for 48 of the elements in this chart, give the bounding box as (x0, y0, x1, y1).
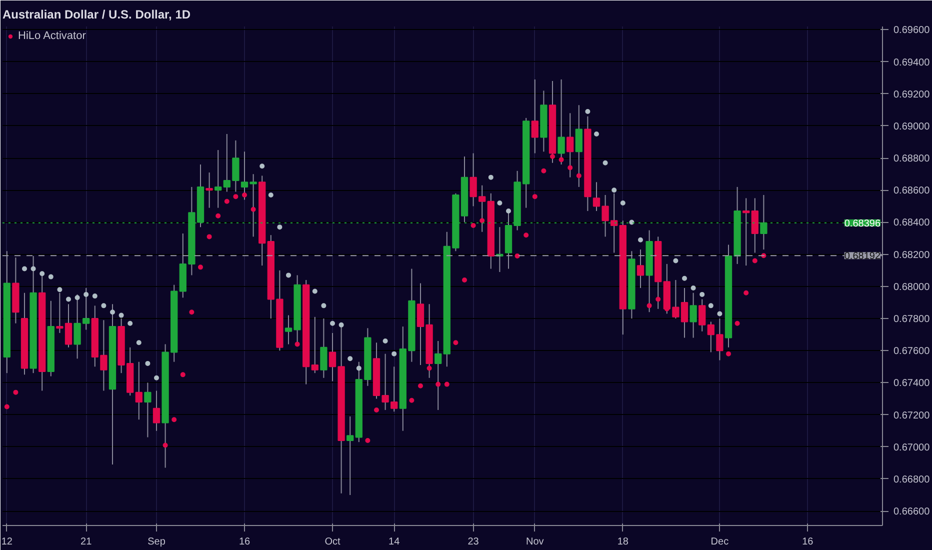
y-tick-label: 0.69000 (894, 121, 930, 132)
candlestick (690, 292, 697, 338)
x-tick-label: 18 (617, 536, 629, 548)
y-tick-label: 0.68000 (894, 282, 930, 293)
x-tick-label: Oct (324, 536, 340, 548)
candlestick (751, 198, 758, 254)
x-tick-label: 16 (802, 536, 814, 548)
x-tick-label: 16 (238, 536, 250, 548)
y-tick-label: 0.69200 (894, 89, 930, 100)
y-tick-label: 0.68800 (894, 154, 930, 165)
x-tick-label: Sep (148, 536, 166, 548)
candlestick (206, 172, 213, 208)
y-tick-label: 0.67800 (894, 314, 930, 326)
y-tick-label: 0.69600 (894, 25, 930, 36)
candlestick (478, 184, 486, 232)
y-tick-label: 0.69400 (894, 57, 930, 68)
y-tick-label: 0.67400 (894, 378, 930, 390)
candlestick (698, 298, 706, 332)
y-tick-label: 0.67000 (894, 442, 930, 454)
candlestick (566, 112, 574, 178)
y-tick-label: 0.68600 (894, 186, 930, 197)
legend-label: HiLo Activator (18, 30, 86, 42)
y-tick-label: 0.66600 (894, 506, 930, 518)
chart-title: Australian Dollar / U.S. Dollar, 1D (2, 8, 191, 22)
candlestick (742, 198, 750, 266)
x-tick-label: 12 (1, 536, 13, 548)
x-tick-label: 23 (468, 536, 480, 548)
candlestick (311, 316, 318, 374)
x-tick-label: Nov (526, 536, 544, 548)
x-tick-label: Dec (710, 536, 729, 548)
y-tick-label: 0.67600 (894, 346, 930, 358)
candlestick (232, 140, 240, 192)
y-tick-label: 0.68200 (894, 250, 930, 261)
candlestick (346, 416, 354, 496)
y-tick-label: 0.66800 (894, 474, 930, 486)
candlestick (320, 318, 328, 378)
candlestick (214, 150, 222, 208)
candlestick (135, 361, 142, 420)
candlestick (152, 390, 160, 432)
candlestick (470, 152, 477, 207)
y-tick-label: 0.67200 (894, 410, 930, 422)
x-tick-label: 14 (388, 536, 400, 548)
y-tick-label: 0.68400 (894, 218, 930, 229)
x-tick-label: 21 (80, 536, 92, 548)
candlestick (531, 78, 538, 154)
candlestick (144, 382, 152, 438)
candlestick (223, 134, 230, 192)
candlestick (636, 249, 644, 289)
